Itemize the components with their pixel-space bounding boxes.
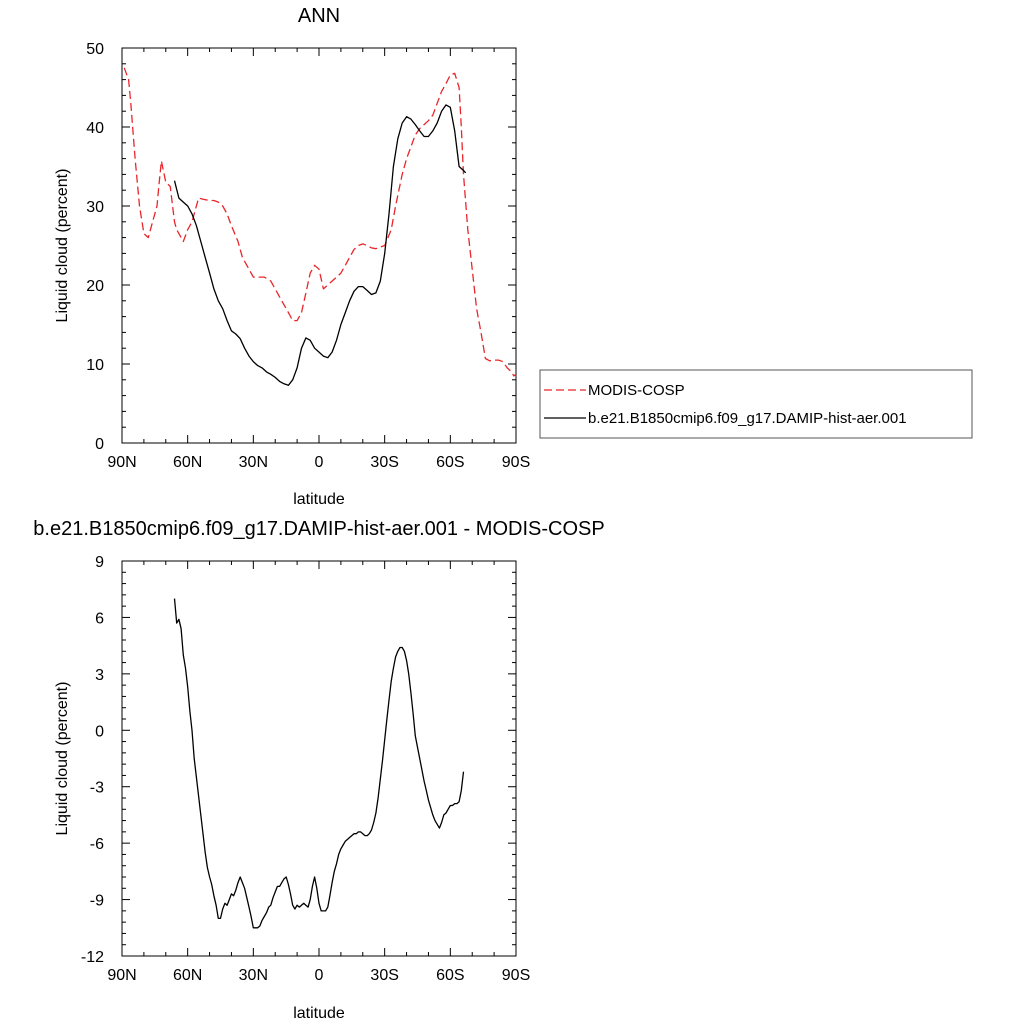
x-tick-label: 90N	[107, 967, 136, 984]
x-tick-label: 90S	[502, 454, 530, 471]
y-tick-label: 20	[86, 278, 104, 295]
x-tick-label: 90S	[502, 967, 530, 984]
chart-bottom-difference: b.e21.B1850cmip6.f09_g17.DAMIP-hist-aer.…	[33, 518, 604, 1022]
x-axis-label: latitude	[293, 491, 345, 508]
y-tick-label: 9	[95, 554, 104, 571]
chart-title: b.e21.B1850cmip6.f09_g17.DAMIP-hist-aer.…	[33, 518, 604, 540]
y-tick-label: 40	[86, 120, 104, 137]
plot-frame	[121, 47, 517, 444]
series-line-model	[173, 104, 467, 386]
y-tick-label: -9	[90, 893, 104, 910]
x-tick-label: 60N	[173, 454, 202, 471]
y-tick-label: -3	[90, 780, 104, 797]
y-tick-label: 10	[86, 357, 104, 374]
plot-frame	[121, 560, 517, 957]
x-tick-label: 30N	[239, 967, 268, 984]
x-tick-label: 0	[315, 454, 324, 471]
x-tick-label: 90N	[107, 454, 136, 471]
legend-box	[539, 369, 973, 439]
y-tick-label: 6	[95, 610, 104, 627]
x-tick-label: 30N	[239, 454, 268, 471]
y-tick-label: -6	[90, 836, 104, 853]
y-tick-label: -12	[81, 949, 104, 966]
y-axis-label: Liquid cloud (percent)	[54, 169, 71, 323]
x-tick-label: 0	[315, 967, 324, 984]
y-tick-label: 3	[95, 667, 104, 684]
x-tick-label: 30S	[370, 454, 398, 471]
series-line-modis-cosp	[123, 67, 517, 377]
chart-title: ANN	[298, 5, 340, 27]
x-tick-label: 60S	[436, 454, 464, 471]
y-tick-label: 0	[95, 436, 104, 453]
x-axis-label: latitude	[293, 1005, 345, 1022]
series-line-difference	[173, 598, 465, 929]
legend-label: MODIS-COSP	[588, 382, 685, 399]
legend: MODIS-COSP b.e21.B1850cmip6.f09_g17.DAMIP…	[539, 369, 973, 439]
x-tick-label: 30S	[370, 967, 398, 984]
chart-top-annual-liquid-cloud: ANN 90N 60N 30N 0 30S 60S 90S 0 10 20 30 40 50 latitud…	[54, 5, 973, 508]
legend-label: b.e21.B1850cmip6.f09_g17.DAMIP-hist-aer.…	[588, 410, 907, 427]
y-tick-label: 0	[95, 723, 104, 740]
x-tick-label: 60N	[173, 967, 202, 984]
y-tick-label: 50	[86, 41, 104, 58]
x-tick-label: 60S	[436, 967, 464, 984]
y-axis-label: Liquid cloud (percent)	[54, 682, 71, 836]
y-tick-label: 30	[86, 199, 104, 216]
